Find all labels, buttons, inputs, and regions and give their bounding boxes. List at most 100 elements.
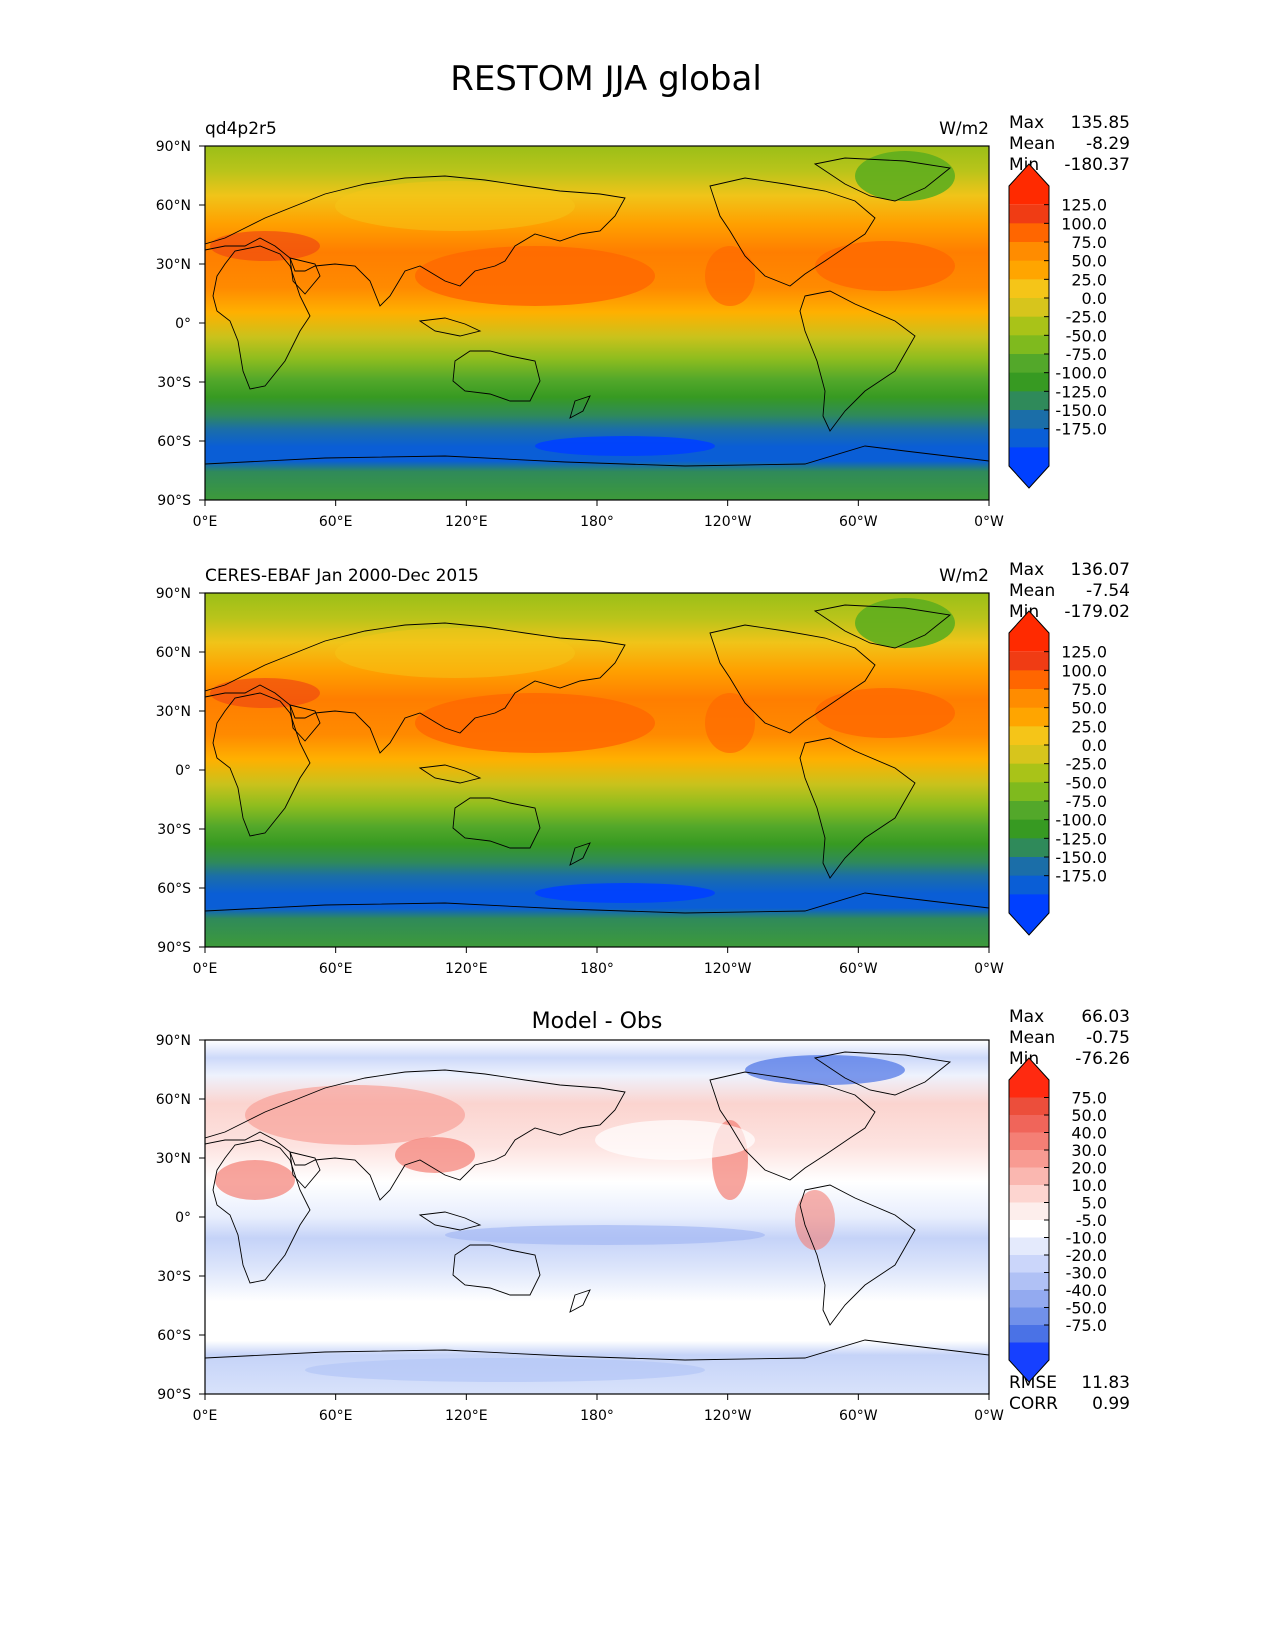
lon-label: 180° xyxy=(580,514,614,530)
colorbar-label: 125.0 xyxy=(1061,196,1107,215)
colorbar-label: -150.0 xyxy=(1055,401,1107,420)
coastline xyxy=(418,317,482,337)
coastline xyxy=(709,177,876,287)
stat-label: Mean xyxy=(1009,581,1055,601)
map-field xyxy=(205,146,989,500)
colorbar-segment xyxy=(1009,801,1049,821)
lat-label: 90°S xyxy=(157,1387,191,1403)
colorbar-segment xyxy=(1009,279,1049,299)
lat-label: 30°N xyxy=(156,1151,191,1167)
panel-center-title: Model - Obs xyxy=(532,1009,663,1034)
colorbar-segment xyxy=(1009,745,1049,765)
lat-label: 30°S xyxy=(157,1269,191,1285)
stat-label: Mean xyxy=(1009,1028,1055,1048)
figure-title: RESTOM JJA global xyxy=(450,59,762,99)
field-anomaly xyxy=(335,628,575,678)
colorbar-segment xyxy=(1009,1115,1049,1133)
coastline xyxy=(205,622,626,754)
coastline xyxy=(289,257,321,295)
field-anomaly xyxy=(395,1137,475,1173)
coastline xyxy=(289,1151,321,1189)
lat-label: 30°N xyxy=(156,704,191,720)
stat-value: -179.02 xyxy=(1064,602,1130,622)
stat-value: -7.54 xyxy=(1086,581,1130,601)
lon-label: 0°W xyxy=(974,1408,1004,1424)
coastline xyxy=(205,1339,989,1394)
field-anomaly xyxy=(215,1160,295,1200)
colorbar-label: 25.0 xyxy=(1071,717,1107,736)
colorbar-segment xyxy=(1009,857,1049,877)
colorbar-segment xyxy=(1009,1220,1049,1238)
footer-stat-label: CORR xyxy=(1009,1394,1058,1414)
colorbar-segment xyxy=(1009,875,1049,895)
stat-value: -8.29 xyxy=(1086,134,1130,154)
colorbar: 125.0100.075.050.025.00.0-25.0-50.0-75.0… xyxy=(1008,610,1107,936)
colorbar-label: 50.0 xyxy=(1071,1106,1107,1125)
colorbar-label: -30.0 xyxy=(1066,1264,1107,1283)
colorbar-segment xyxy=(1009,838,1049,858)
colorbar-segment xyxy=(1009,1272,1049,1291)
colorbar-segment xyxy=(1009,1097,1049,1116)
lon-label: 60°W xyxy=(839,1408,878,1424)
lat-label: 0° xyxy=(175,763,191,779)
lat-label: 60°N xyxy=(156,198,191,214)
lon-label: 0°E xyxy=(193,1408,218,1424)
lon-label: 60°E xyxy=(319,1408,353,1424)
field-anomaly xyxy=(705,246,755,306)
coastline xyxy=(418,1211,482,1231)
lat-label: 30°N xyxy=(156,257,191,273)
colorbar-segment xyxy=(1009,223,1049,243)
coastline xyxy=(813,157,952,202)
colorbar-label: -175.0 xyxy=(1055,867,1107,886)
colorbar-segment xyxy=(1009,1150,1049,1168)
coastline xyxy=(569,395,591,419)
field-anomaly xyxy=(855,151,955,201)
colorbar-label: 125.0 xyxy=(1061,643,1107,662)
lat-label: 90°N xyxy=(156,1033,191,1049)
coastline xyxy=(813,604,952,649)
stat-label: Max xyxy=(1009,1007,1044,1027)
lon-label: 60°W xyxy=(839,514,878,530)
colorbar-label: 5.0 xyxy=(1082,1194,1107,1213)
colorbar-label: -25.0 xyxy=(1066,755,1107,774)
colorbar: 125.0100.075.050.025.00.0-25.0-50.0-75.0… xyxy=(1008,163,1107,489)
field-anomaly xyxy=(815,241,955,291)
colorbar-segment xyxy=(1009,763,1049,783)
colorbar-extend-max xyxy=(1009,164,1049,205)
lat-label: 0° xyxy=(175,316,191,332)
colorbar-segment xyxy=(1009,707,1049,727)
lon-label: 120°E xyxy=(445,961,488,977)
footer-stat-value: 11.83 xyxy=(1081,1373,1130,1393)
colorbar-label: 0.0 xyxy=(1082,289,1107,308)
colorbar-outline xyxy=(1008,610,1050,936)
panel-model: qd4p2r5 W/m2 90°N 60°N 30°N 0° 30°S 60°S 90°S0°E… xyxy=(156,113,1130,530)
field-anomaly xyxy=(210,231,320,261)
coastline xyxy=(452,1244,541,1296)
colorbar-segment xyxy=(1009,391,1049,411)
lon-label: 120°W xyxy=(704,514,752,530)
stat-value: 136.07 xyxy=(1071,560,1130,580)
panel-obs: CERES-EBAF Jan 2000-Dec 2015 W/m2 90°N 60°N… xyxy=(156,560,1130,977)
lat-label: 90°S xyxy=(157,940,191,956)
colorbar-label: 75.0 xyxy=(1071,233,1107,252)
colorbar-outline xyxy=(1008,1057,1050,1383)
lon-label: 180° xyxy=(580,1408,614,1424)
colorbar-label: 100.0 xyxy=(1061,661,1107,680)
stat-value: -76.26 xyxy=(1075,1049,1130,1069)
colorbar-segment xyxy=(1009,1307,1049,1326)
colorbar-segment xyxy=(1009,689,1049,709)
coastline xyxy=(799,290,916,432)
colorbar-label: 25.0 xyxy=(1071,270,1107,289)
field-anomaly xyxy=(415,246,655,306)
colorbar-label: 100.0 xyxy=(1061,214,1107,233)
colorbar-segment xyxy=(1009,316,1049,336)
coastline xyxy=(569,1289,591,1313)
lon-label: 60°E xyxy=(319,514,353,530)
colorbar-extend-min xyxy=(1009,1342,1049,1382)
lat-label: 90°S xyxy=(157,493,191,509)
colorbar-segment xyxy=(1009,670,1049,690)
coastline xyxy=(799,737,916,879)
colorbar-segment xyxy=(1009,1132,1049,1151)
stat-label: Mean xyxy=(1009,134,1055,154)
colorbar-label: -40.0 xyxy=(1066,1281,1107,1300)
